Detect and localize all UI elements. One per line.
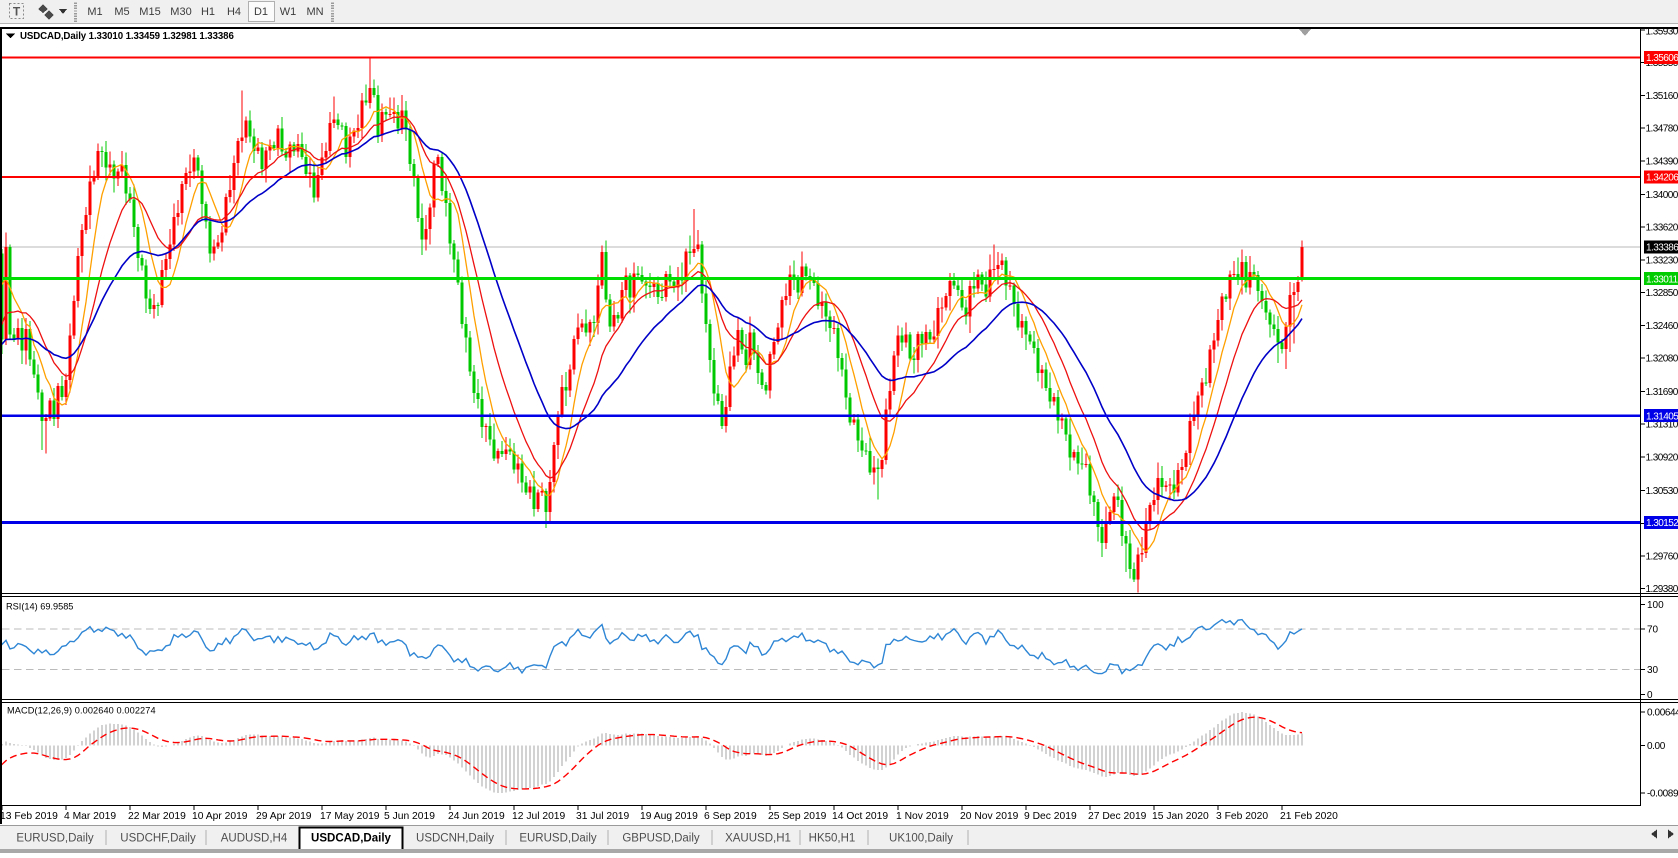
svg-text:USDCAD,Daily 1.33010 1.33459: USDCAD,Daily 1.33010 1.33459 1.32981 1.3…: [20, 31, 234, 42]
svg-text:1.32460: 1.32460: [1646, 321, 1678, 332]
svg-text:20 Nov 2019: 20 Nov 2019: [960, 811, 1019, 822]
svg-text:EURUSD,Daily: EURUSD,Daily: [519, 833, 597, 845]
svg-text:6 Sep 2019: 6 Sep 2019: [704, 811, 757, 822]
svg-text:1 Nov 2019: 1 Nov 2019: [896, 811, 949, 822]
svg-text:31 Jul 2019: 31 Jul 2019: [576, 811, 630, 822]
svg-text:1.33386: 1.33386: [1646, 242, 1678, 253]
svg-text:27 Dec 2019: 27 Dec 2019: [1088, 811, 1147, 822]
svg-text:14 Oct 2019: 14 Oct 2019: [832, 811, 888, 822]
svg-text:1.34780: 1.34780: [1646, 123, 1678, 134]
svg-text:5 Jun 2019: 5 Jun 2019: [384, 811, 435, 822]
svg-text:25 Sep 2019: 25 Sep 2019: [768, 811, 827, 822]
svg-text:1.32080: 1.32080: [1646, 354, 1678, 365]
svg-text:15 Jan 2020: 15 Jan 2020: [1152, 811, 1209, 822]
svg-text:RSI(14) 69.9585: RSI(14) 69.9585: [6, 602, 73, 612]
svg-text:0.00: 0.00: [1647, 741, 1666, 752]
svg-text:1.35930: 1.35930: [1646, 27, 1678, 38]
svg-text:30: 30: [1647, 665, 1659, 676]
svg-text:13 Feb 2019: 13 Feb 2019: [0, 811, 58, 822]
svg-text:M30: M30: [170, 6, 191, 18]
svg-text:1.32850: 1.32850: [1646, 288, 1678, 299]
svg-text:24 Jun 2019: 24 Jun 2019: [448, 811, 505, 822]
svg-text:USDCAD,Daily: USDCAD,Daily: [311, 833, 391, 845]
svg-text:MN: MN: [306, 6, 323, 18]
svg-text:17 May 2019: 17 May 2019: [320, 811, 380, 822]
svg-text:0: 0: [1647, 690, 1653, 701]
svg-text:USDCHF,Daily: USDCHF,Daily: [120, 833, 196, 845]
svg-text:M5: M5: [114, 6, 129, 18]
svg-text:USDCNH,Daily: USDCNH,Daily: [416, 833, 494, 845]
svg-text:EURUSD,Daily: EURUSD,Daily: [16, 833, 94, 845]
svg-text:XAUUSD,H1: XAUUSD,H1: [725, 833, 791, 845]
svg-text:0.006448: 0.006448: [1647, 708, 1678, 719]
svg-text:12 Jul 2019: 12 Jul 2019: [512, 811, 566, 822]
svg-text:1.33230: 1.33230: [1646, 256, 1678, 267]
svg-text:29 Apr 2019: 29 Apr 2019: [256, 811, 312, 822]
svg-text:D1: D1: [254, 6, 268, 18]
svg-text:22 Mar 2019: 22 Mar 2019: [128, 811, 186, 822]
svg-text:1.30152: 1.30152: [1646, 518, 1678, 529]
svg-text:1.34206: 1.34206: [1646, 173, 1678, 184]
svg-text:1.33011: 1.33011: [1646, 274, 1678, 285]
svg-text:UK100,Daily: UK100,Daily: [889, 833, 953, 845]
svg-text:9 Dec 2019: 9 Dec 2019: [1024, 811, 1077, 822]
svg-text:T: T: [13, 5, 21, 19]
svg-text:1.35606: 1.35606: [1646, 53, 1678, 64]
svg-text:M15: M15: [139, 6, 160, 18]
svg-text:19 Aug 2019: 19 Aug 2019: [640, 811, 698, 822]
svg-text:M1: M1: [87, 6, 102, 18]
svg-text:4 Mar 2019: 4 Mar 2019: [64, 811, 116, 822]
svg-text:W1: W1: [280, 6, 297, 18]
svg-text:1.35160: 1.35160: [1646, 91, 1678, 102]
svg-text:GBPUSD,Daily: GBPUSD,Daily: [622, 833, 700, 845]
svg-text:1.33620: 1.33620: [1646, 222, 1678, 233]
svg-text:-0.00898: -0.00898: [1647, 789, 1678, 800]
svg-text:AUDUSD,H4: AUDUSD,H4: [221, 833, 288, 845]
svg-text:21 Feb 2020: 21 Feb 2020: [1280, 811, 1338, 822]
svg-text:1.34000: 1.34000: [1646, 190, 1678, 201]
svg-text:1.29760: 1.29760: [1646, 551, 1678, 562]
svg-text:100: 100: [1647, 600, 1664, 611]
svg-text:H4: H4: [227, 6, 241, 18]
svg-text:10 Apr 2019: 10 Apr 2019: [192, 811, 248, 822]
svg-text:1.34390: 1.34390: [1646, 157, 1678, 168]
svg-text:1.30530: 1.30530: [1646, 486, 1678, 497]
svg-text:3 Feb 2020: 3 Feb 2020: [1216, 811, 1268, 822]
svg-text:1.29380: 1.29380: [1646, 584, 1678, 595]
svg-text:MACD(12,26,9) 0.002640 0.00227: MACD(12,26,9) 0.002640 0.002274: [7, 706, 156, 716]
svg-text:70: 70: [1647, 624, 1659, 635]
svg-text:H1: H1: [201, 6, 215, 18]
svg-text:HK50,H1: HK50,H1: [809, 833, 856, 845]
svg-text:1.31405: 1.31405: [1646, 411, 1678, 422]
svg-text:1.31690: 1.31690: [1646, 387, 1678, 398]
svg-text:1.30920: 1.30920: [1646, 453, 1678, 464]
